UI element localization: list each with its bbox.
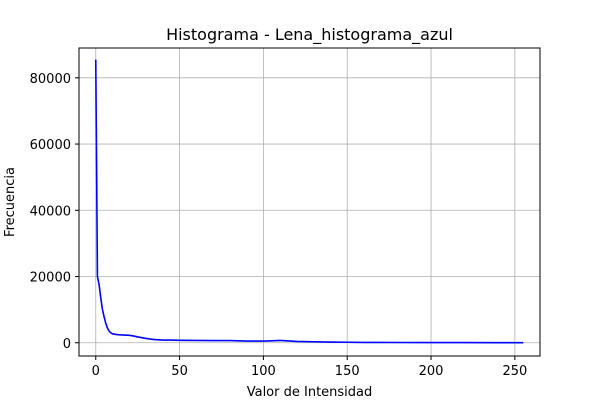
x-tick-label: 250 [502,364,527,379]
x-tick-label: 0 [92,364,100,379]
y-tick-label: 0 [63,337,71,352]
x-tick-label: 200 [419,364,444,379]
axis-ticks: 0 50 100 150 200 250 0 20000 40000 60000 80000 [30,72,528,379]
x-tick-label: 150 [335,364,360,379]
series-group [94,59,524,344]
y-axis-label: Frecuencia [3,167,18,237]
x-axis-label: Valor de Intensidad [247,385,373,400]
x-tick-label: 100 [251,364,276,379]
plot-frame [78,47,541,357]
y-tick-label: 60000 [30,138,71,153]
series-line-0 [94,59,524,344]
y-tick-label: 20000 [30,271,71,286]
chart-title: Histograma - Lena_histograma_azul [166,25,453,45]
y-tick-label: 80000 [30,72,71,87]
grid-lines [79,48,540,356]
y-tick-label: 40000 [30,204,71,219]
plot-area [79,48,540,356]
x-tick-label: 50 [171,364,188,379]
